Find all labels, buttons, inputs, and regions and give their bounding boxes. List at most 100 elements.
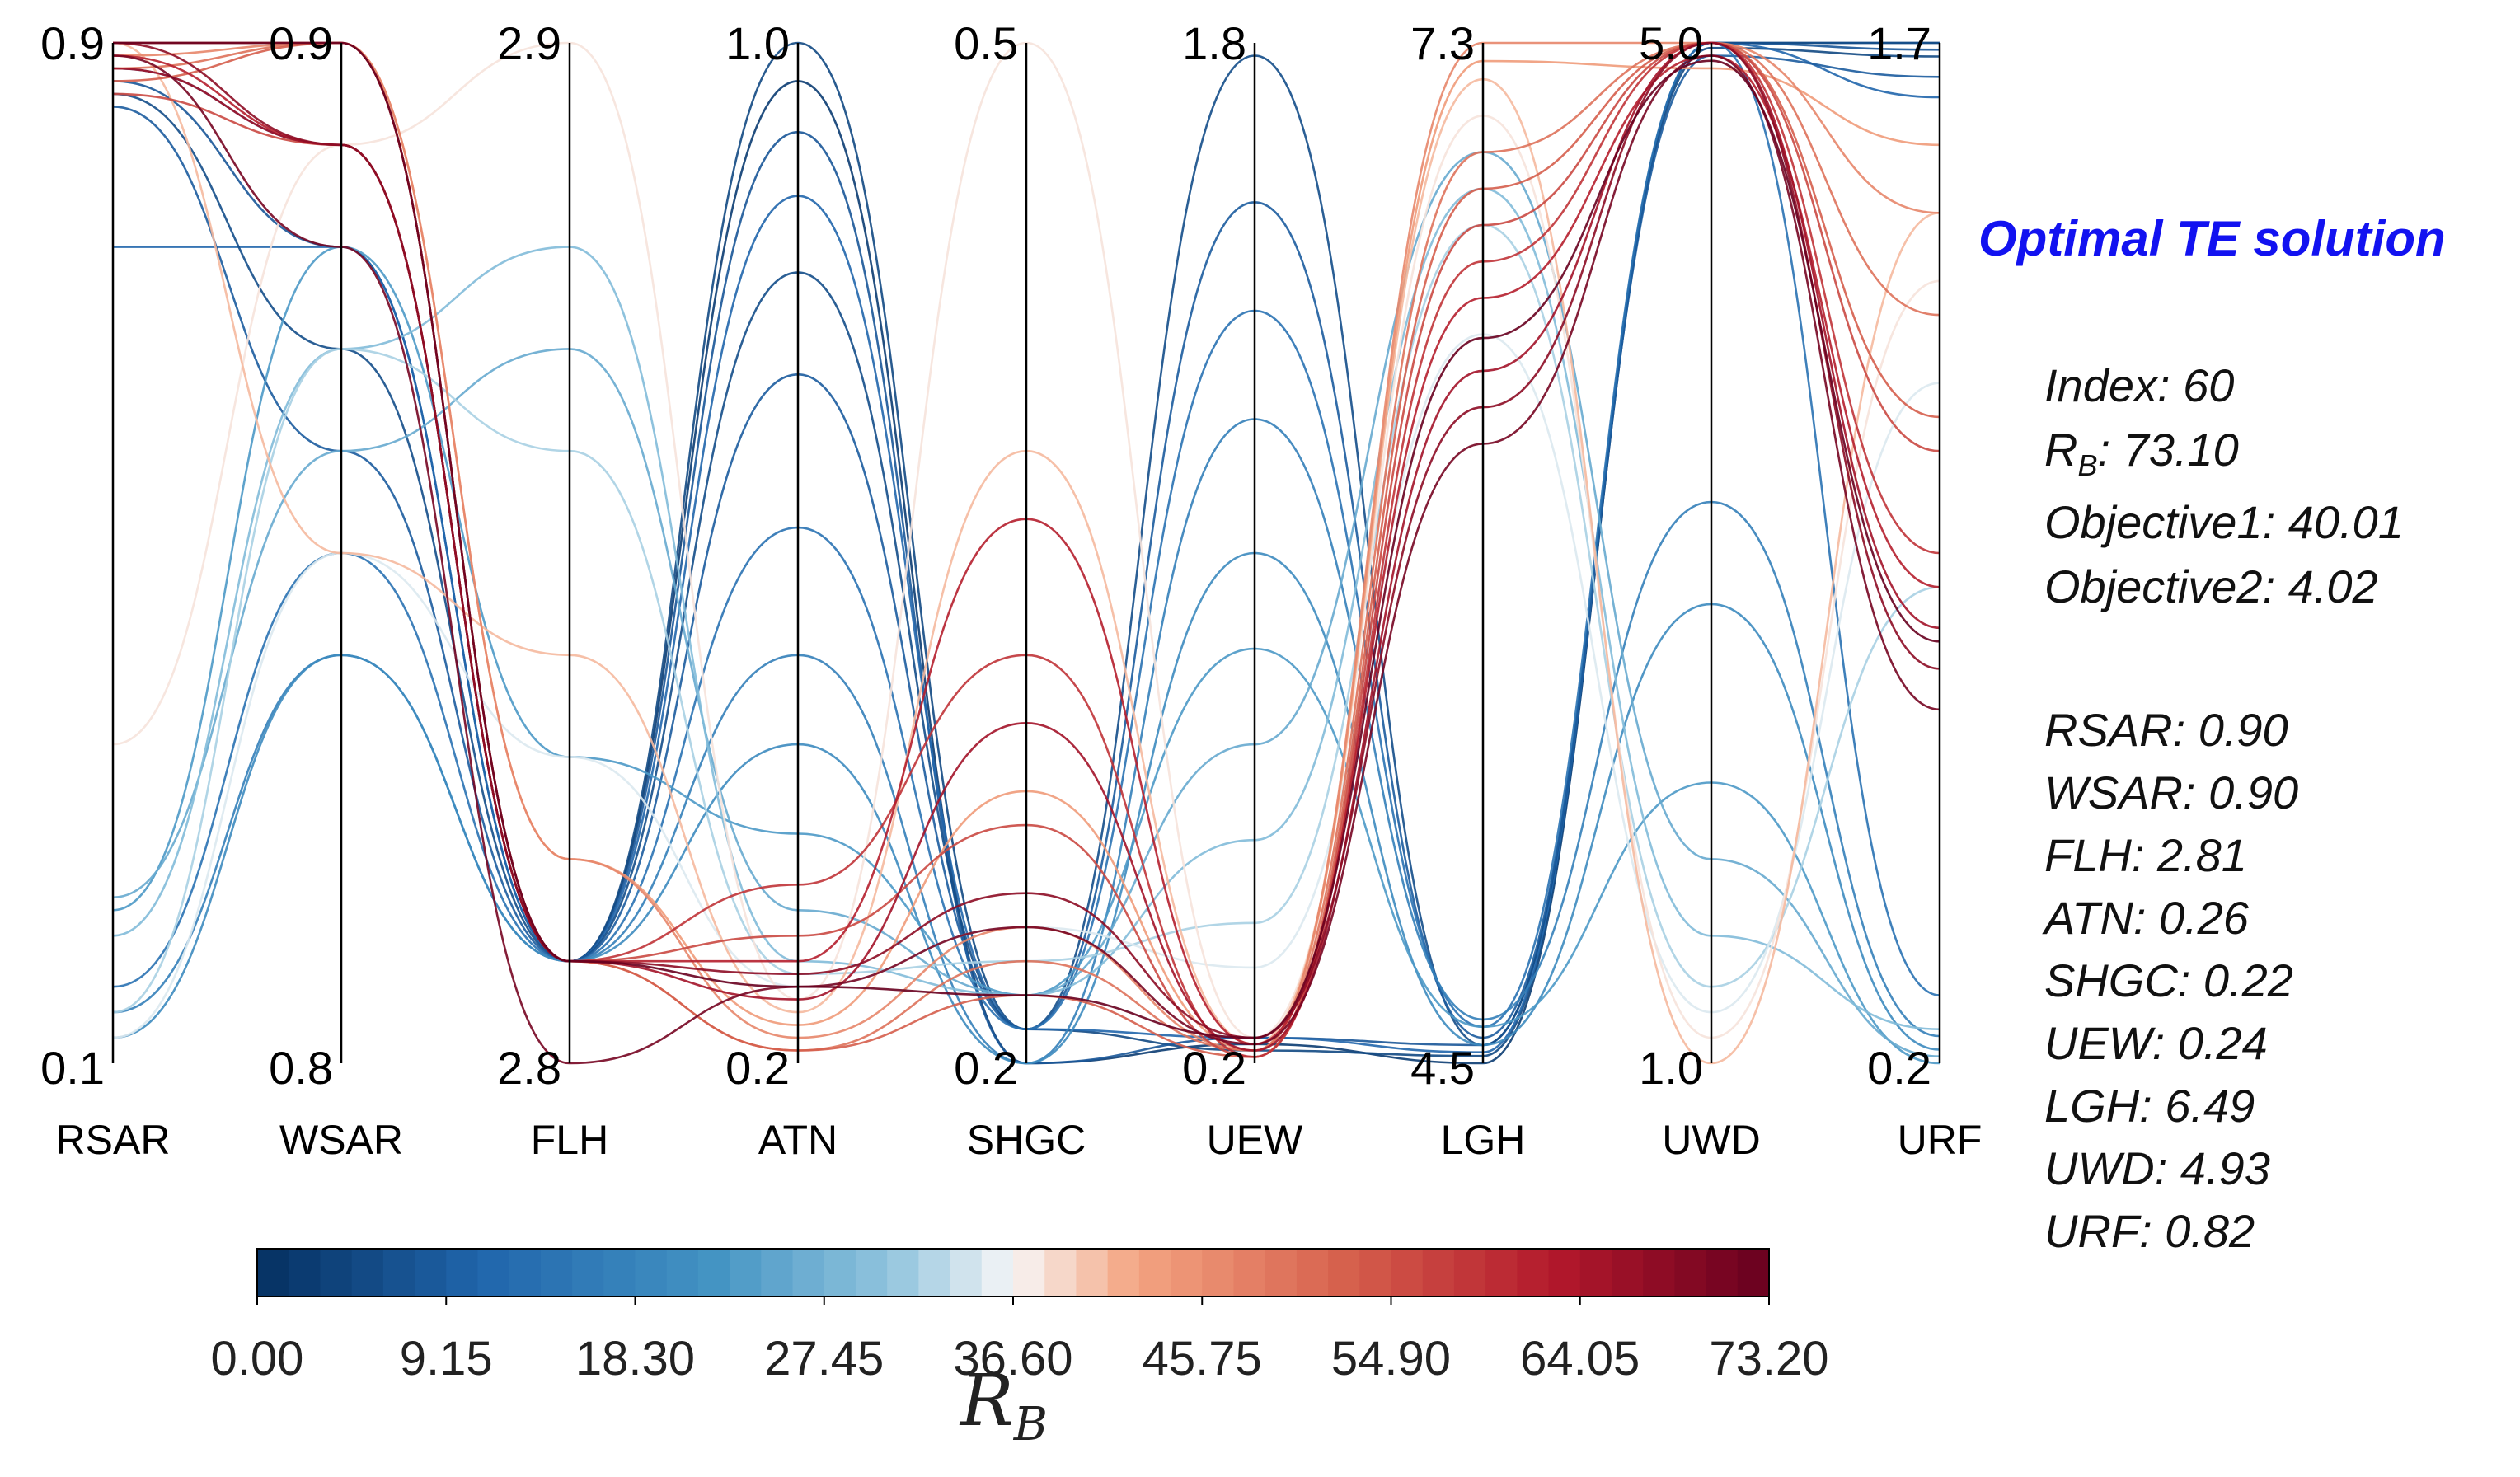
series-line-14 [112,41,1940,1039]
colorbar-segment [1138,1249,1171,1296]
colorbar-segment [792,1249,825,1296]
colorbar-segment [382,1249,415,1296]
colorbar-segment [1422,1249,1455,1296]
colorbar-segment [572,1249,604,1296]
series-line-8 [112,551,1940,1065]
solution-param: SHGC: 0.22 [2044,954,2293,1006]
solution-param: URF: 0.82 [2044,1205,2255,1257]
colorbar-segment [635,1249,668,1296]
colorbar-segment [1453,1249,1486,1296]
colorbar-segment [761,1249,794,1296]
colorbar-segment [1643,1249,1675,1296]
colorbar-tick-label: 27.45 [764,1332,884,1386]
axis-name-wsar: WSAR [279,1117,403,1163]
solution-rb: RB: 73.10 [2044,424,2239,483]
colorbar-segment [1548,1249,1581,1296]
colorbar-segment [666,1249,699,1296]
colorbar-segment [1328,1249,1360,1296]
colorbar-tick-label: 73.20 [1709,1332,1828,1386]
colorbar-segment [1107,1249,1140,1296]
axis-min-label-rsar: 0.1 [40,1042,105,1094]
colorbar-tick-label: 18.30 [575,1332,695,1386]
colorbar-segment [540,1249,573,1296]
colorbar-segment [1579,1249,1612,1296]
axis-name-rsar: RSAR [56,1117,171,1163]
solution-title: Optimal TE solution [1978,211,2446,266]
series-line-5 [112,54,1940,1039]
axis-min-label-atn: 0.2 [725,1042,790,1094]
axis-max-label-wsar: 0.9 [269,17,333,69]
axis-min-label-lgh: 4.5 [1410,1042,1475,1094]
axis-min-label-uew: 0.2 [1182,1042,1246,1094]
axis-max-label-rsar: 0.9 [40,17,105,69]
colorbar-segment [950,1249,983,1296]
colorbar-segment [1013,1249,1045,1296]
solution-param: UEW: 0.24 [2044,1017,2268,1069]
solution-param: FLH: 2.81 [2044,829,2247,881]
colorbar-segment [289,1249,321,1296]
axis-max-label-urf: 1.7 [1867,17,1931,69]
colorbar-segment [918,1249,951,1296]
axis-name-uwd: UWD [1662,1117,1760,1163]
colorbar-segment [1171,1249,1203,1296]
colorbar-segment [446,1249,479,1296]
colorbar-segment [1737,1249,1770,1296]
series-line-6 [112,41,1940,1031]
solution-index: Index: 60 [2044,359,2235,411]
axis-max-label-uwd: 5.0 [1639,17,1703,69]
solution-param: WSAR: 0.90 [2044,767,2299,818]
series-line-26 [112,41,1940,1039]
axis-max-label-lgh: 7.3 [1410,17,1475,69]
axis-max-label-shgc: 0.5 [954,17,1018,69]
series-line-24 [112,41,1940,1039]
colorbar-segment [697,1249,730,1296]
axis-name-atn: ATN [758,1117,838,1163]
series-line-12 [112,223,1940,1014]
series-line-13 [112,333,1940,1039]
colorbar-segment [1674,1249,1707,1296]
colorbar-segment [509,1249,542,1296]
colorbar-segment [855,1249,888,1296]
axis-min-label-flh: 2.8 [497,1042,561,1094]
colorbar-tick-label: 36.60 [953,1332,1072,1386]
colorbar-segment [1359,1249,1392,1296]
colorbar-segment [477,1249,510,1296]
axis-max-label-atn: 1.0 [725,17,790,69]
axes-layer: 0.9 0.1 RSAR 0.9 0.8 WSAR 2.9 2.8 FLH 1.0 0.2 ATN 0.… [40,17,1982,1163]
solution-param: ATN: 0.26 [2044,892,2249,944]
solution-objective1: Objective1: 40.01 [2044,496,2404,548]
colorbar-segment [1485,1249,1518,1296]
colorbar-segment [1044,1249,1077,1296]
colorbar-segment [1076,1249,1109,1296]
colorbar-segment [320,1249,353,1296]
axis-name-shgc: SHGC [967,1117,1086,1163]
series-line-25 [112,54,1940,1065]
colorbar-segment [1391,1249,1424,1296]
colorbar-segment [887,1249,919,1296]
colorbar-segment [415,1249,447,1296]
colorbar-segment [1706,1249,1739,1296]
colorbar-segment [351,1249,384,1296]
solution-objective2: Objective2: 4.02 [2044,560,2378,612]
axis-max-label-uew: 1.8 [1182,17,1246,69]
series-line-11 [112,187,1940,1030]
colorbar-segment [257,1249,289,1296]
colorbar-title: RB [960,1360,1048,1452]
axis-name-urf: URF [1898,1117,1983,1163]
colorbar-segment [1296,1249,1329,1296]
colorbar-segment [1265,1249,1298,1296]
colorbar-tick-label: 9.15 [400,1332,493,1386]
colorbar-segment [603,1249,636,1296]
solution-param: LGH: 6.49 [2044,1080,2255,1132]
solution-param: RSAR: 0.90 [2044,704,2288,756]
colorbar-segment [1611,1249,1644,1296]
axis-min-label-uwd: 1.0 [1639,1042,1703,1094]
axis-max-label-flh: 2.9 [497,17,561,69]
colorbar-segment [730,1249,762,1296]
axis-min-label-shgc: 0.2 [954,1042,1018,1094]
colorbar-segment [1233,1249,1266,1296]
colorbar-tick-label: 0.00 [211,1332,304,1386]
axis-name-flh: FLH [531,1117,608,1163]
colorbar-tick-label: 45.75 [1143,1332,1262,1386]
